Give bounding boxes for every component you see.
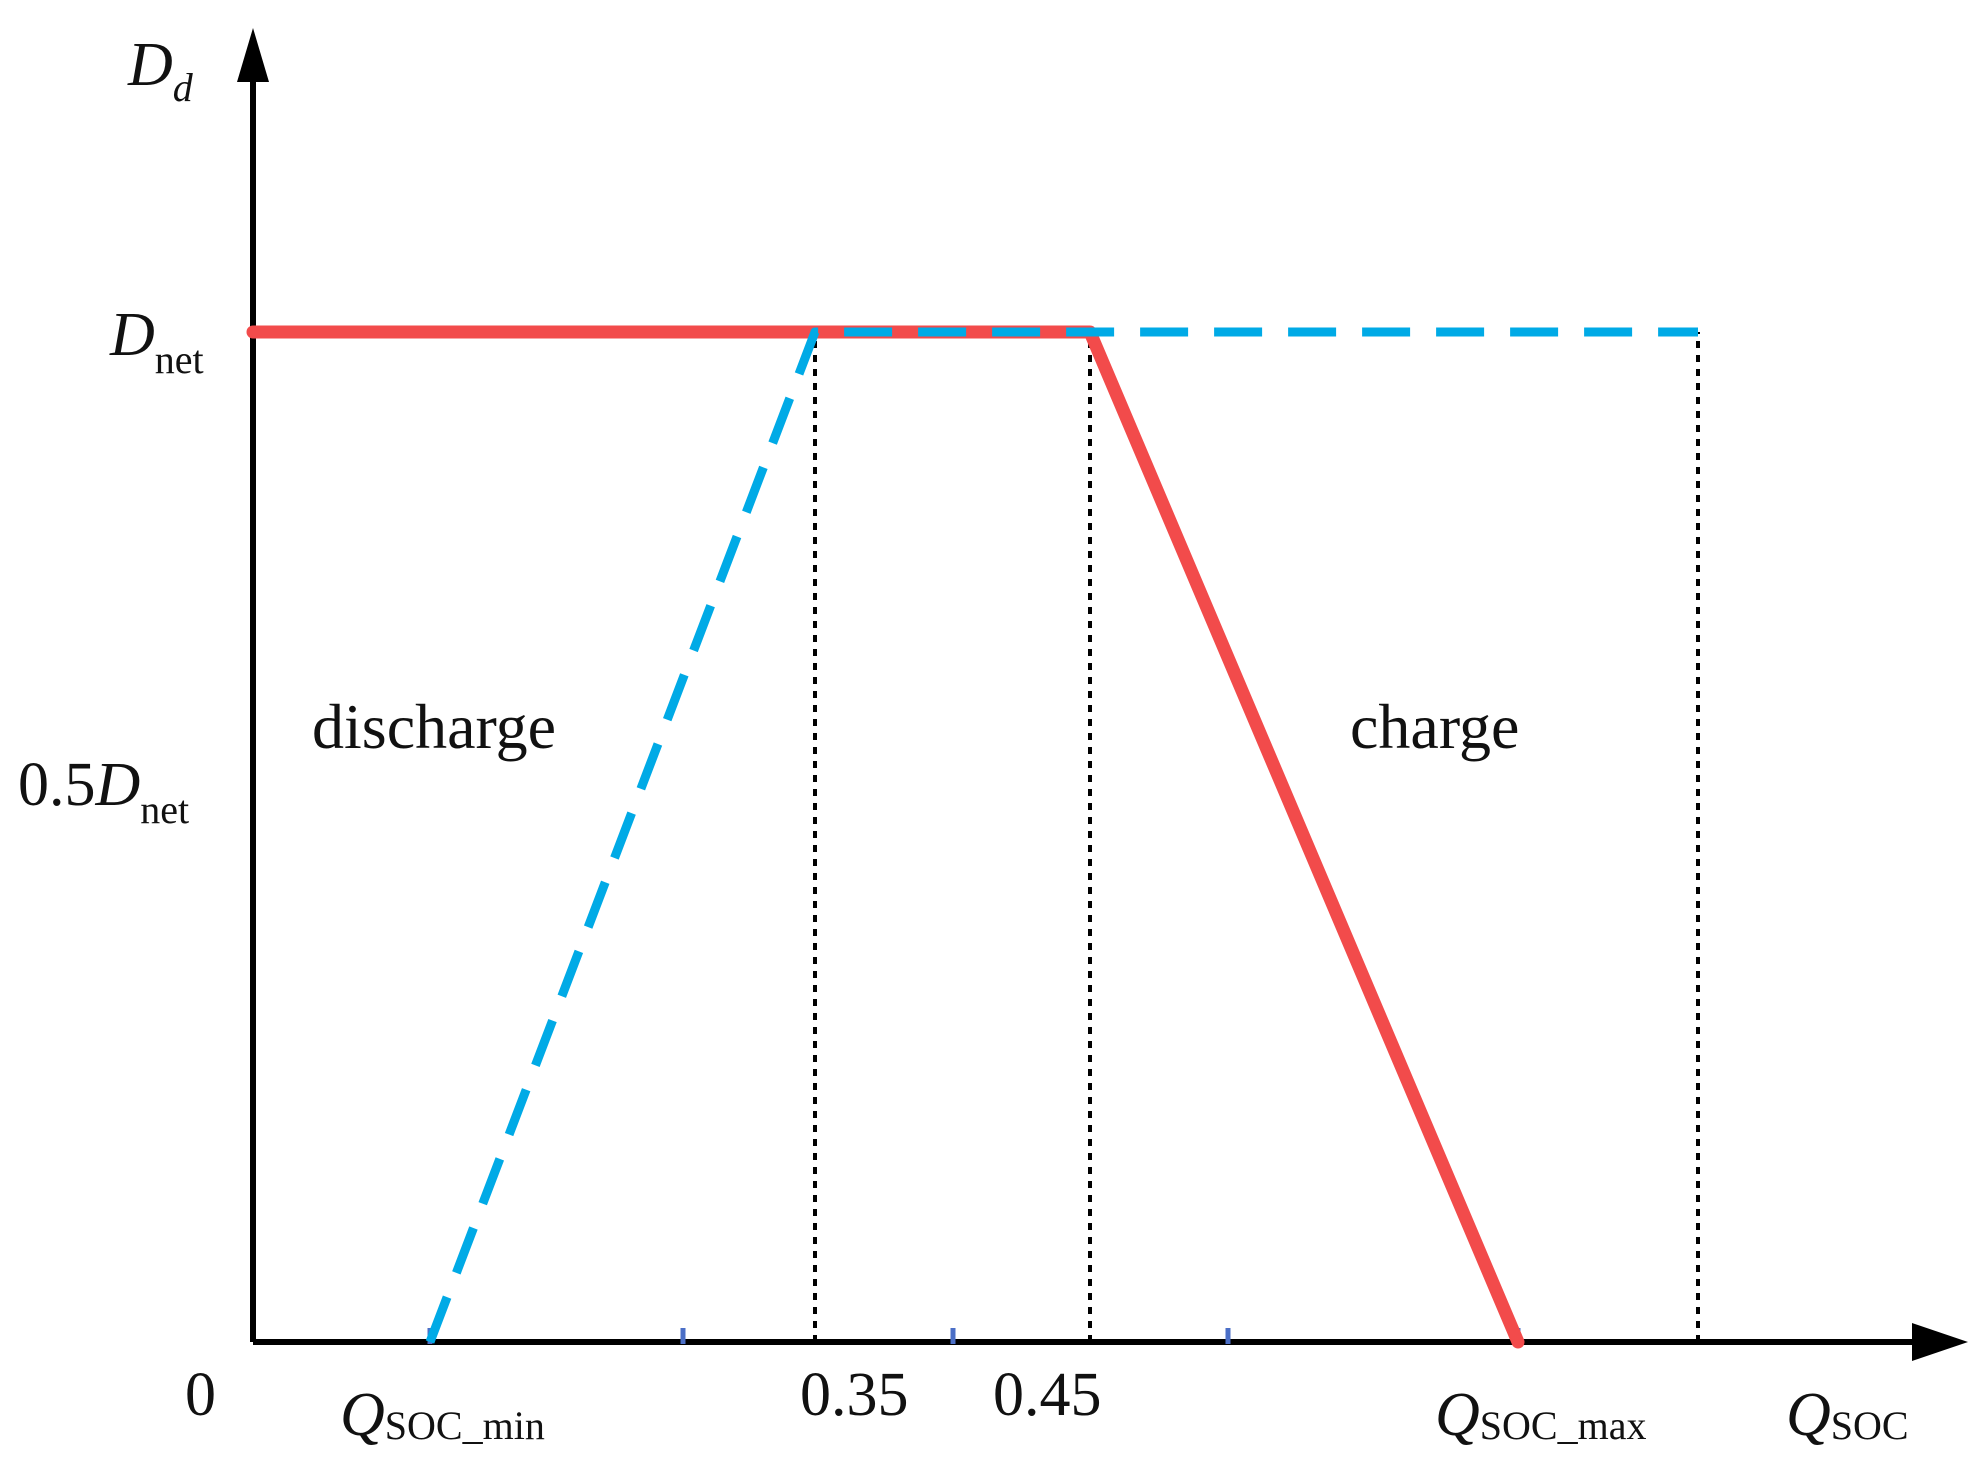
x-tick-label-qsoc-max: QSOC_max (1435, 1381, 1646, 1449)
y-tick-label-dnet: Dnet (109, 301, 204, 382)
series-layer (246, 325, 1698, 1349)
series-line-dashed (425, 327, 1698, 1344)
origin-label: 0 (185, 1361, 216, 1429)
reference-lines (813, 332, 1700, 1342)
x-tick-label-0-35: 0.35 (800, 1361, 909, 1429)
y-axis-arrow-icon (237, 28, 269, 82)
annotation-discharge: discharge (312, 691, 556, 762)
annotation-charge: charge (1350, 691, 1519, 762)
y-axis-label: Dd (127, 31, 194, 110)
x-tick-label-0-45: 0.45 (993, 1361, 1102, 1429)
x-axis-label: QSOC (1786, 1381, 1909, 1449)
y-tick-label-half-dnet: 0.5Dnet (18, 751, 189, 832)
series-line-solid (246, 325, 1525, 1349)
x-axis-arrow-icon (1912, 1323, 1968, 1361)
x-tick-label-qsoc-min: QSOC_min (340, 1381, 545, 1449)
